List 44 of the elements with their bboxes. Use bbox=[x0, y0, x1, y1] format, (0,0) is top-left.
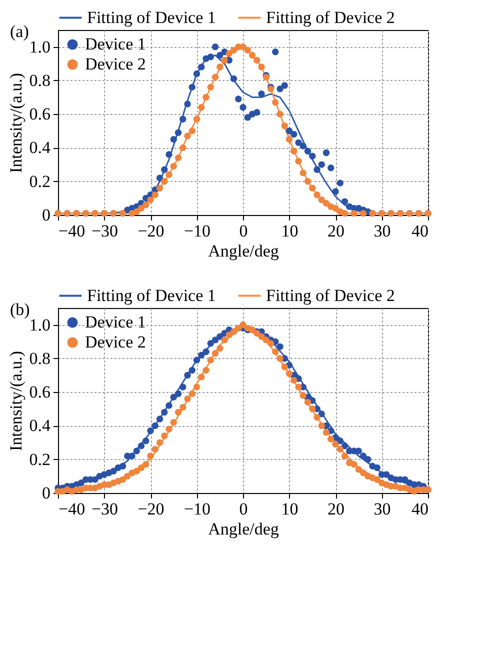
y-tick-label: 1.0 bbox=[29, 315, 50, 334]
legend-label: Device 2 bbox=[85, 54, 146, 74]
x-tick-label: −30 bbox=[91, 222, 118, 240]
y-tick-label: 0.4 bbox=[29, 416, 51, 436]
y-tick-label: 0.8 bbox=[29, 70, 50, 90]
x-tick-label: 20 bbox=[328, 222, 344, 240]
x-tick-label: −10 bbox=[184, 500, 211, 518]
legend-label: Device 2 bbox=[85, 332, 146, 352]
y-tick-label: 0.2 bbox=[29, 450, 50, 469]
x-tick-label: 30 bbox=[374, 500, 391, 518]
legend-label: Fitting of Device 2 bbox=[266, 8, 395, 27]
x-tick-label: 40 bbox=[412, 500, 428, 518]
y-tick-label: 0.4 bbox=[29, 138, 51, 158]
legend-label: Fitting of Device 2 bbox=[266, 286, 395, 305]
x-tick-label: −40 bbox=[58, 500, 86, 518]
y-tick-label: 0.6 bbox=[29, 104, 50, 124]
x-tick-label: 40 bbox=[412, 222, 428, 240]
x-tick-label: 0 bbox=[239, 500, 248, 518]
x-tick-label: −40 bbox=[58, 222, 86, 240]
y-tick-label: 0 bbox=[42, 206, 50, 224]
y-tick-label: 0.2 bbox=[29, 172, 50, 191]
legend-label: Fitting of Device 1 bbox=[87, 286, 216, 305]
x-tick-label: −30 bbox=[91, 500, 118, 518]
x-tick-label: 0 bbox=[239, 222, 248, 240]
y-tick-label: 0.8 bbox=[29, 348, 50, 368]
x-axis-title: Angle/deg bbox=[208, 520, 280, 538]
text: (b) bbox=[10, 300, 30, 319]
legend-label: Device 1 bbox=[85, 34, 146, 54]
x-tick-label: 10 bbox=[281, 222, 298, 240]
legend-label: Device 1 bbox=[85, 312, 146, 332]
y-tick-label: 0.6 bbox=[29, 382, 50, 402]
y-tick-label: 0 bbox=[42, 484, 50, 502]
y-axis-title: Intensity/(a.u.) bbox=[6, 72, 26, 174]
x-tick-label: −20 bbox=[138, 222, 164, 240]
x-tick-label: 20 bbox=[328, 500, 344, 518]
x-tick-label: −10 bbox=[184, 222, 211, 240]
x-tick-label: 30 bbox=[374, 222, 391, 240]
text: (a) bbox=[10, 22, 29, 41]
x-tick-label: 10 bbox=[281, 500, 298, 518]
y-axis-title: Intensity/(a.u.) bbox=[6, 350, 26, 452]
x-tick-label: −20 bbox=[138, 500, 164, 518]
legend-label: Fitting of Device 1 bbox=[87, 8, 216, 27]
y-tick-label: 1.0 bbox=[29, 37, 50, 56]
x-axis-title: Angle/deg bbox=[208, 242, 280, 260]
